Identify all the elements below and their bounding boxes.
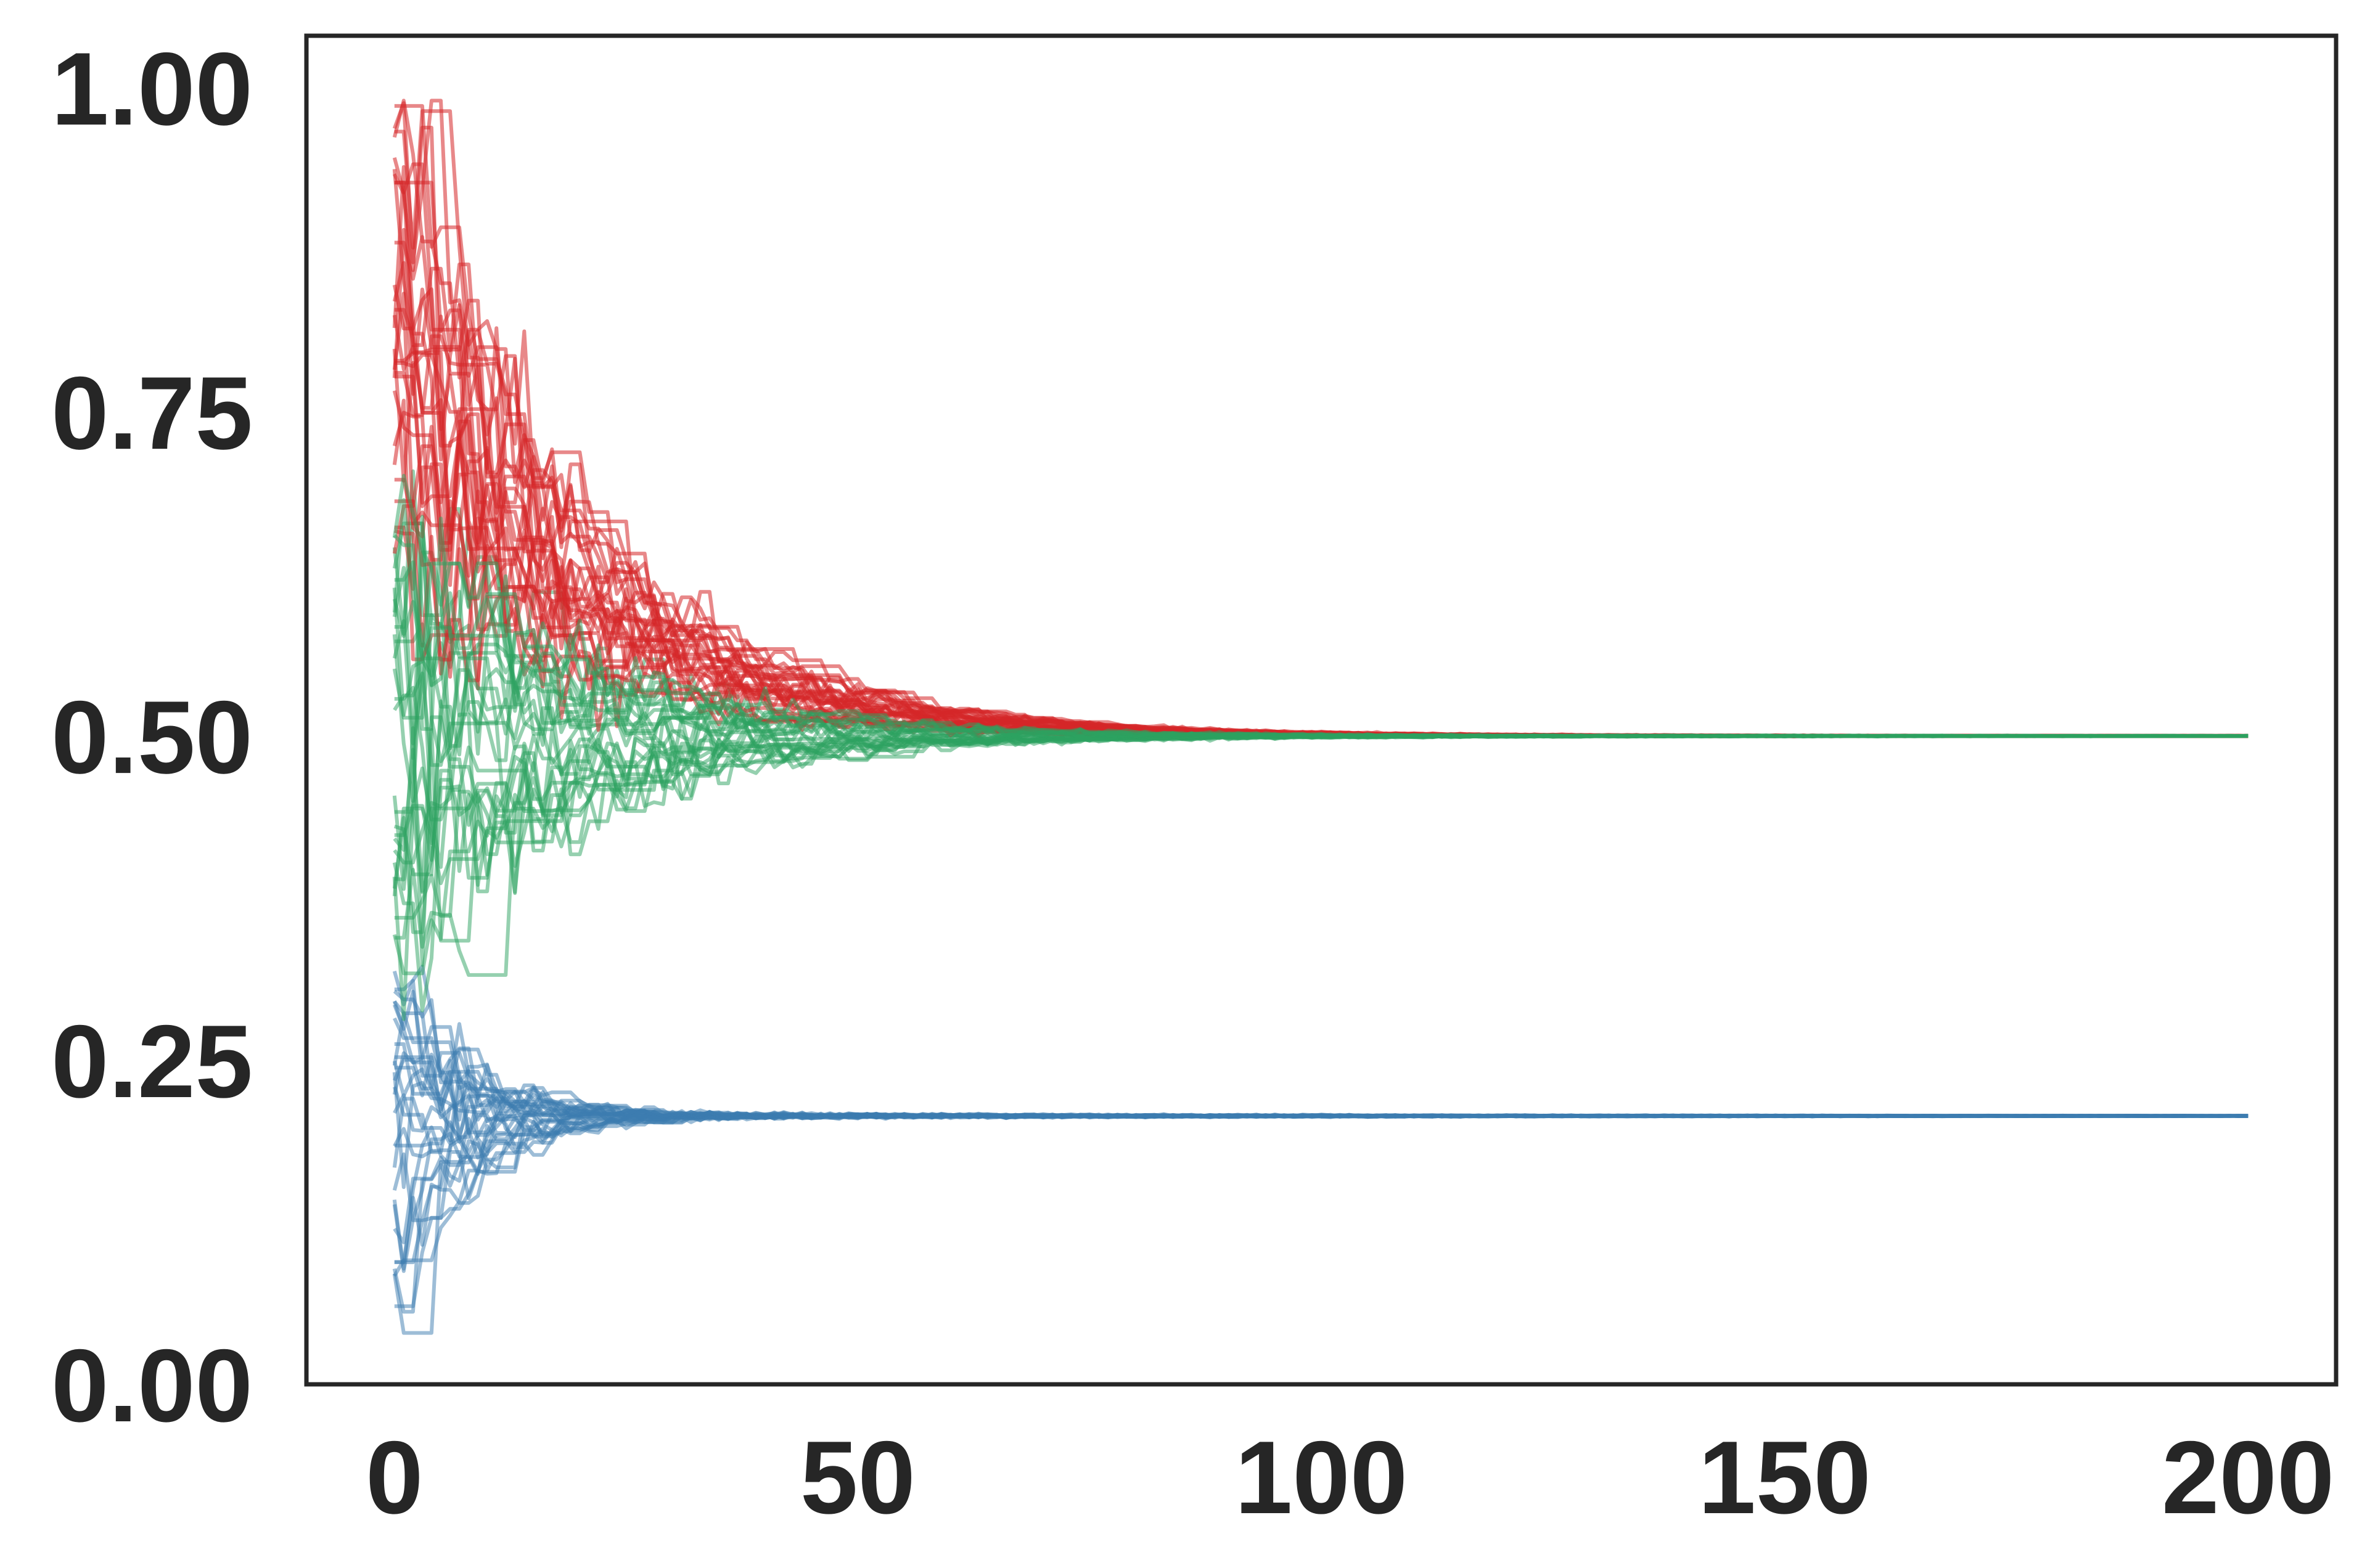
x-tick-labels: 0 50 100 150 200	[366, 1419, 2334, 1535]
series-line	[393, 671, 2249, 770]
axes-frame	[304, 33, 2339, 1387]
series-layer	[392, 99, 2249, 1335]
series-line	[394, 1055, 2249, 1124]
x-tick-label: 0	[366, 1419, 423, 1535]
y-tick-label: 0.50	[51, 679, 253, 795]
y-tick-labels: 0.00 0.25 0.50 0.75 1.00	[51, 31, 253, 1443]
y-tick-label: 0.75	[51, 355, 253, 471]
y-tick-label: 0.25	[51, 1003, 253, 1119]
x-tick-label: 150	[1698, 1419, 1871, 1535]
x-tick-label: 50	[800, 1419, 916, 1535]
x-tick-label: 100	[1235, 1419, 1408, 1535]
y-tick-label: 0.00	[51, 1328, 253, 1443]
x-tick-label: 200	[2162, 1419, 2334, 1535]
y-tick-label: 1.00	[51, 31, 253, 147]
